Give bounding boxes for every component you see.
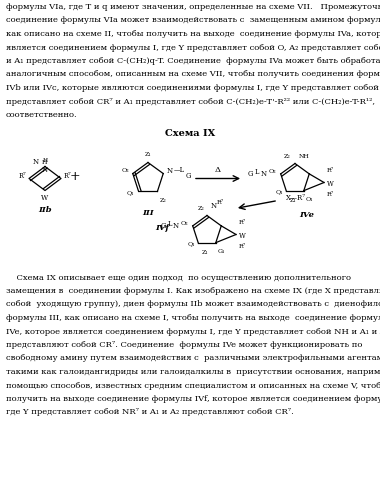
- Text: H: H: [43, 158, 48, 162]
- Text: является соединением формулы I, где Y представляет собой O, A₂ представляет собо: является соединением формулы I, где Y пр…: [6, 44, 380, 52]
- Text: R⁷: R⁷: [217, 200, 224, 205]
- Text: Q₁: Q₁: [188, 241, 195, 246]
- Text: III: III: [142, 210, 154, 218]
- Text: Z₁: Z₁: [290, 198, 297, 202]
- Text: представляют собой CR⁷. Соединение  формулы IVe может функционировать по: представляют собой CR⁷. Соединение форму…: [6, 341, 363, 349]
- Text: G: G: [247, 170, 253, 178]
- Text: N: N: [166, 166, 173, 174]
- Text: представляет собой CR⁷ и A₁ представляет собой C-(CH₂)e-T'-R²² или C-(CH₂)e-T-R¹: представляет собой CR⁷ и A₁ представляет…: [6, 98, 375, 106]
- Text: G: G: [185, 172, 191, 179]
- Text: где Y представляет собой NR⁷ и A₁ и A₂ представляют собой CR⁷.: где Y представляет собой NR⁷ и A₁ и A₂ п…: [6, 408, 294, 416]
- Text: O₂: O₂: [121, 168, 129, 173]
- Text: N: N: [33, 158, 39, 166]
- Text: W: W: [41, 194, 49, 202]
- Text: R⁷: R⁷: [239, 244, 246, 249]
- Text: N: N: [211, 202, 217, 210]
- Text: Z₁: Z₁: [145, 152, 151, 158]
- Text: N: N: [261, 170, 267, 178]
- Text: G: G: [160, 222, 166, 230]
- Text: R⁷: R⁷: [239, 220, 246, 224]
- Text: L: L: [167, 220, 172, 228]
- Text: N: N: [173, 222, 179, 230]
- Text: IVb или IVc, которые являются соединениями формулы I, где Y представляет собой O: IVb или IVc, которые являются соединения…: [6, 84, 380, 92]
- Text: IVe, которое является соединением формулы I, где Y представляет собой NH и A₁ и : IVe, которое является соединением формул…: [6, 328, 380, 336]
- Text: как описано на схеме II, чтобы получить на выходе  соединение формулы IVa, котор: как описано на схеме II, чтобы получить …: [6, 30, 380, 38]
- Text: замещения в  соединении формулы I. Как изображено на схеме IX (где X представляе: замещения в соединении формулы I. Как из…: [6, 287, 380, 295]
- Text: Q₁: Q₁: [127, 190, 135, 195]
- Text: Δ: Δ: [215, 166, 221, 173]
- Text: формулы III, как описано на схеме I, чтобы получить на выходе  соединение формул: формулы III, как описано на схеме I, что…: [6, 314, 380, 322]
- Text: такими как галоидангидриды или галоидалкилы в  присутствии основания, например с: такими как галоидангидриды или галоидалк…: [6, 368, 380, 376]
- Text: O₂: O₂: [269, 170, 277, 174]
- Text: формулы VIa, где T и q имеют значения, определенные на схеме VII.   Промежуточно: формулы VIa, где T и q имеют значения, о…: [6, 3, 380, 11]
- Text: R⁷: R⁷: [18, 172, 26, 180]
- Text: Z₂: Z₂: [197, 206, 204, 210]
- Text: O₂: O₂: [181, 222, 189, 226]
- Text: получить на выходе соединение формулы IVf, которое является соединением формулы : получить на выходе соединение формулы IV…: [6, 395, 380, 403]
- Text: Q₁: Q₁: [276, 189, 283, 194]
- Text: O₁: O₁: [306, 196, 314, 202]
- Text: соединение формулы VIa может взаимодействовать с  замещенным амином формулы V,: соединение формулы VIa может взаимодейст…: [6, 16, 380, 24]
- Text: —L: —L: [173, 166, 184, 173]
- Text: соответственно.: соответственно.: [6, 111, 78, 119]
- Text: R⁷: R⁷: [327, 192, 334, 197]
- Text: G₁: G₁: [218, 248, 225, 254]
- Text: NH: NH: [299, 154, 310, 158]
- Text: R⁷: R⁷: [327, 168, 334, 172]
- Text: помощью способов, известных средним специалистом и описанных на схеме V, чтобы: помощью способов, известных средним спец…: [6, 382, 380, 390]
- Text: N: N: [42, 166, 48, 174]
- Text: W: W: [327, 180, 334, 188]
- Text: собой  уходящую группу), диен формулы IIb может взаимодействовать с  диенофилом: собой уходящую группу), диен формулы IIb…: [6, 300, 380, 308]
- Text: Схема IX: Схема IX: [165, 128, 215, 138]
- Text: IVe: IVe: [299, 210, 315, 218]
- Text: W: W: [239, 232, 246, 240]
- Text: X—R⁷: X—R⁷: [286, 194, 306, 202]
- Text: IVf: IVf: [155, 224, 169, 232]
- Text: +: +: [70, 170, 80, 183]
- Text: H: H: [42, 160, 48, 166]
- Text: аналогичным способом, описанным на схеме VII, чтобы получить соединения формулы: аналогичным способом, описанным на схеме…: [6, 70, 380, 78]
- Text: Z₁: Z₁: [202, 250, 209, 254]
- Text: IIb: IIb: [38, 206, 52, 214]
- Text: R⁷: R⁷: [64, 172, 71, 180]
- Text: свободному амину путем взаимодействия с  различными электрофильными агентами,: свободному амину путем взаимодействия с …: [6, 354, 380, 362]
- Text: и A₁ представляет собой C-(CH₂)q-T. Соединение  формулы IVa может быть обработан: и A₁ представляет собой C-(CH₂)q-T. Соед…: [6, 57, 380, 65]
- Text: Z₂: Z₂: [159, 198, 166, 203]
- Text: L: L: [254, 168, 259, 176]
- Text: Схема IX описывает еще один подход  по осуществлению дополнительного: Схема IX описывает еще один подход по ос…: [6, 274, 351, 281]
- Text: Z₂: Z₂: [284, 154, 291, 158]
